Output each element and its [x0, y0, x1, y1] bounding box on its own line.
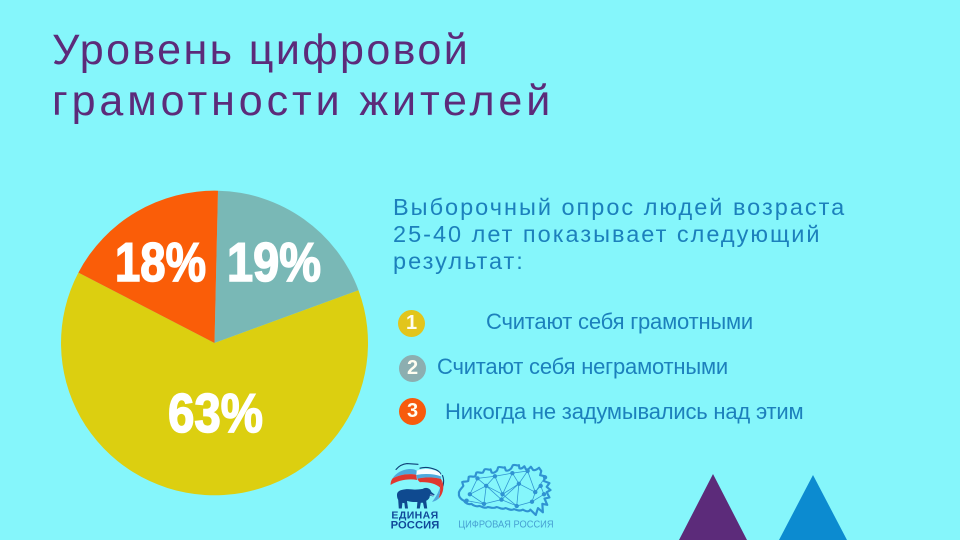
svg-text:18%: 18% [115, 231, 206, 293]
svg-text:63%: 63% [168, 382, 263, 444]
svg-text:РОССИЯ: РОССИЯ [391, 520, 440, 532]
svg-text:ЦИФРОВАЯ РОССИЯ: ЦИФРОВАЯ РОССИЯ [458, 520, 553, 531]
svg-text:ЕДИНАЯ: ЕДИНАЯ [391, 510, 438, 522]
svg-text:19%: 19% [227, 231, 321, 293]
